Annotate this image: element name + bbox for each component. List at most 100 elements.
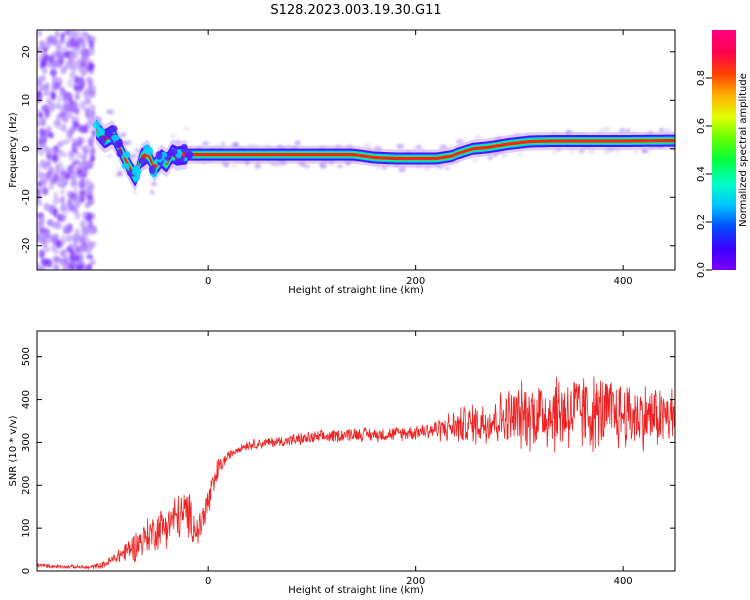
heatmap-cell xyxy=(70,127,75,134)
heatmap-cell xyxy=(70,104,76,111)
heatmap-cell xyxy=(57,149,64,156)
heatmap-cell xyxy=(127,139,133,146)
heatmap-cell xyxy=(60,66,66,75)
heatmap-cell xyxy=(396,143,404,150)
heatmap-cell xyxy=(51,154,59,164)
heatmap-cell xyxy=(116,149,123,158)
heatmap-cell xyxy=(412,146,418,151)
heatmap-cell xyxy=(376,166,381,170)
heatmap-cell xyxy=(52,247,60,256)
y-tick-label: 0 xyxy=(21,568,32,574)
heatmap-cell xyxy=(89,225,96,233)
heatmap-cell xyxy=(79,60,87,69)
x-tick-label: 0 xyxy=(205,276,211,287)
heatmap-cell xyxy=(75,254,81,262)
heatmap-cell xyxy=(70,30,77,37)
heatmap-cell xyxy=(368,145,373,149)
heatmap-cell xyxy=(138,157,148,165)
x-tick-label: 200 xyxy=(406,576,425,587)
heatmap-cell xyxy=(37,163,41,173)
heatmap-cell xyxy=(37,265,44,270)
heatmap-cell xyxy=(39,226,47,234)
heatmap-cell xyxy=(69,265,75,270)
heatmap-cell xyxy=(111,134,120,141)
spectrogram-panel: 0 200 400 -20 -10 0 10 20 Height of straight l… xyxy=(8,29,676,296)
heatmap-cell xyxy=(151,181,158,187)
heatmap-cell xyxy=(54,30,60,38)
colorbar-label: Normalized spectral amplitude xyxy=(738,73,749,227)
heatmap-cell xyxy=(89,104,96,113)
spectrogram-x-ticks: 0 200 400 xyxy=(205,30,633,287)
heatmap-cell xyxy=(115,172,122,177)
snr-frame xyxy=(36,330,676,572)
heatmap-cell xyxy=(79,255,84,265)
heatmap-cell xyxy=(50,92,57,100)
heatmap-cell xyxy=(55,213,61,220)
heatmap-cell xyxy=(133,190,138,195)
heatmap-cell xyxy=(43,82,50,90)
snr-plot-area xyxy=(37,331,675,571)
y-tick-label: 500 xyxy=(21,347,32,366)
snr-y-axis-label: SNR (10 * v/v) xyxy=(8,415,19,486)
heatmap-cell xyxy=(85,211,93,222)
colorbar: 0.0 0.2 0.4 0.6 0.8 Normalized spectral ampl… xyxy=(696,30,749,278)
heatmap-cell xyxy=(56,50,63,59)
heatmap-cell xyxy=(73,141,79,150)
heatmap-cell xyxy=(71,255,77,263)
heatmap-cell xyxy=(103,130,114,137)
ridge-band-mid xyxy=(96,123,675,184)
heatmap-cell xyxy=(145,146,154,156)
x-tick-label: 400 xyxy=(614,576,633,587)
heatmap-cell xyxy=(416,144,422,150)
heatmap-cell xyxy=(66,234,73,243)
heatmap-cell xyxy=(60,31,66,39)
spectrogram-frame xyxy=(36,29,676,271)
heatmap-cell xyxy=(70,177,78,186)
snr-series-line xyxy=(37,376,675,571)
heatmap-cell xyxy=(59,38,66,45)
snr-x-ticks: 0 200 400 xyxy=(205,331,633,587)
heatmap-cell xyxy=(37,171,45,180)
heatmap-cell xyxy=(148,165,156,175)
heatmap-cell xyxy=(89,84,97,94)
heatmap-cell xyxy=(45,98,54,105)
heatmap-cell xyxy=(75,265,83,270)
heatmap-cell xyxy=(75,228,80,236)
snr-y-ticks: 0 100 200 300 400 500 xyxy=(21,347,675,574)
heatmap-cell xyxy=(51,75,58,84)
heatmap-cell xyxy=(445,166,450,170)
heatmap-cell xyxy=(56,140,64,148)
heatmap-cell xyxy=(39,159,45,168)
heatmap-cell xyxy=(37,118,42,128)
heatmap-cell xyxy=(48,34,56,42)
heatmap-cell xyxy=(98,134,107,145)
x-tick-label: 0 xyxy=(205,576,211,587)
heatmap-cell xyxy=(72,82,79,92)
heatmap-cell xyxy=(398,166,407,173)
x-tick-label: 400 xyxy=(614,276,633,287)
y-tick-label: 300 xyxy=(21,433,32,452)
heatmap-cell xyxy=(65,129,72,139)
y-tick-label: -10 xyxy=(21,189,32,205)
heatmap-cell xyxy=(83,264,92,270)
heatmap-cell xyxy=(43,246,51,253)
heatmap-cell xyxy=(60,124,67,132)
heatmap-cell xyxy=(76,200,82,207)
heatmap-cell xyxy=(48,103,55,113)
y-tick-label: 400 xyxy=(21,390,32,409)
y-tick-label: 100 xyxy=(21,519,32,538)
heatmap-cell xyxy=(84,96,92,105)
heatmap-cell xyxy=(43,145,50,152)
heatmap-cell xyxy=(64,30,72,36)
heatmap-cell xyxy=(116,167,122,174)
heatmap-cell xyxy=(63,102,70,109)
heatmap-cell xyxy=(72,186,79,197)
heatmap-cell xyxy=(38,40,46,48)
heatmap-cell xyxy=(62,138,70,145)
ridge-band-inner xyxy=(96,124,675,182)
heatmap-cell xyxy=(578,149,585,154)
heatmap-cell xyxy=(122,151,131,159)
heatmap-cell xyxy=(83,232,89,240)
spectrogram-heatmap xyxy=(37,30,675,270)
y-tick-label: 0 xyxy=(21,146,32,152)
